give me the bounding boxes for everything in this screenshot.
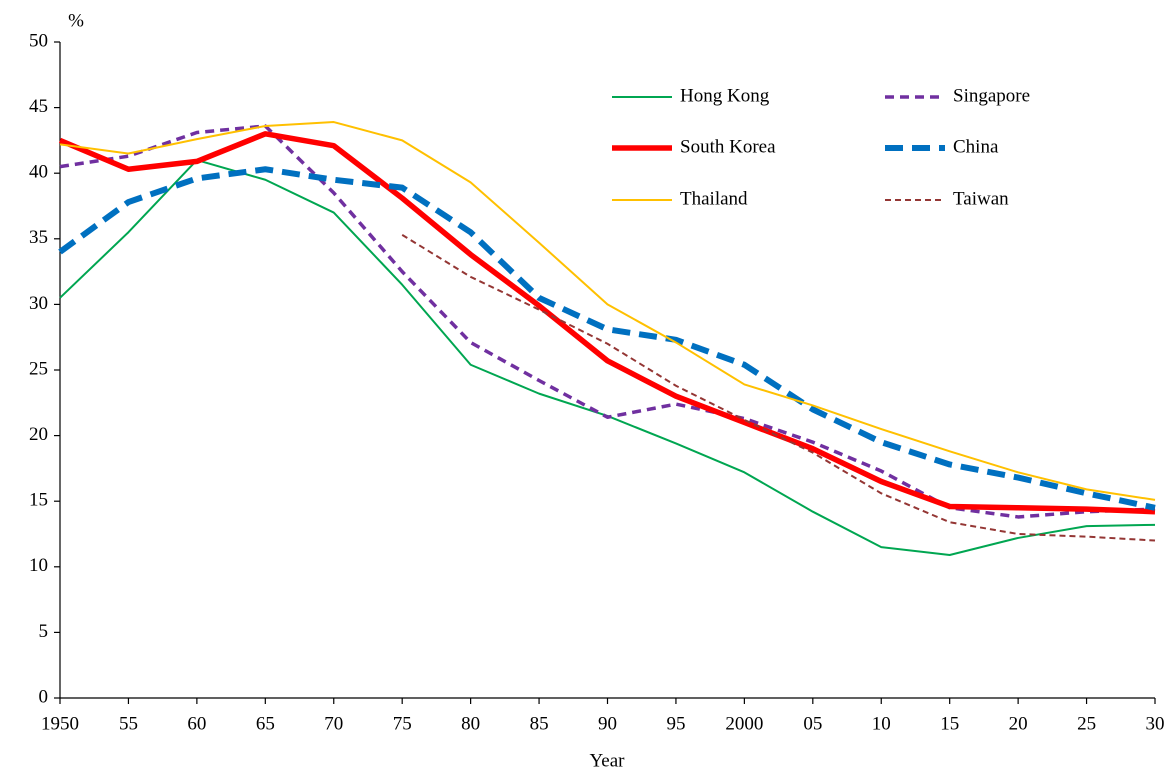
y-axis-label: % [68, 10, 84, 31]
x-tick-label: 30 [1146, 713, 1165, 734]
x-tick-label: 70 [324, 713, 343, 734]
legend-label: Taiwan [953, 188, 1009, 209]
x-tick-label: 20 [1009, 713, 1028, 734]
legend-label: Thailand [680, 188, 748, 209]
x-tick-label: 65 [256, 713, 275, 734]
x-tick-label: 75 [393, 713, 412, 734]
x-tick-label: 90 [598, 713, 617, 734]
x-tick-label: 55 [119, 713, 138, 734]
x-tick-label: 60 [187, 713, 206, 734]
y-tick-label: 45 [29, 96, 48, 117]
x-tick-label: 2000 [725, 713, 763, 734]
legend-label: China [953, 136, 999, 157]
x-tick-label: 95 [666, 713, 685, 734]
series-line [58, 166, 1156, 511]
y-tick-label: 30 [29, 293, 48, 314]
y-tick-label: 40 [29, 162, 48, 183]
x-tick-label: 25 [1077, 713, 1096, 734]
y-tick-label: 15 [29, 490, 48, 511]
y-tick-label: 20 [29, 424, 48, 445]
legend-label: Hong Kong [680, 85, 770, 106]
y-tick-label: 25 [29, 358, 48, 379]
legend-label: South Korea [680, 136, 776, 157]
series-line [59, 121, 1156, 501]
y-tick-label: 0 [39, 686, 49, 707]
y-tick-label: 5 [39, 621, 49, 642]
x-tick-label: 80 [461, 713, 480, 734]
y-tick-label: 10 [29, 555, 48, 576]
x-axis-label: Year [589, 750, 625, 771]
series-line [59, 124, 1156, 519]
x-tick-label: 05 [803, 713, 822, 734]
x-tick-label: 10 [872, 713, 891, 734]
x-tick-label: 1950 [41, 713, 79, 734]
y-tick-label: 35 [29, 227, 48, 248]
series-line [58, 131, 1156, 515]
x-tick-label: 85 [530, 713, 549, 734]
x-tick-label: 15 [940, 713, 959, 734]
legend-label: Singapore [953, 85, 1030, 106]
series-line [401, 234, 1156, 542]
y-tick-label: 50 [29, 30, 48, 51]
